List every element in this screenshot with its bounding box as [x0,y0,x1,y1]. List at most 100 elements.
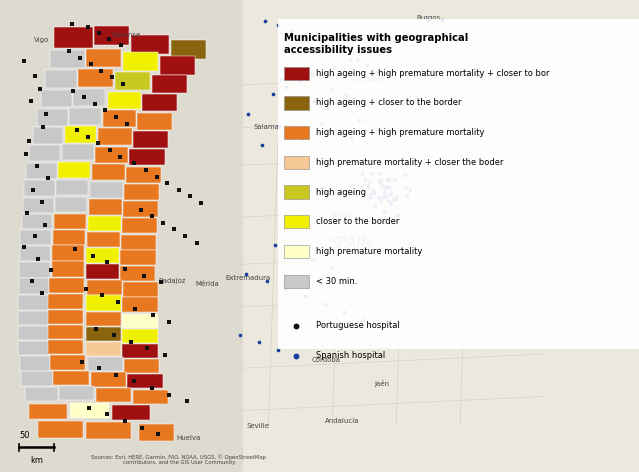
Point [235,331,245,339]
Point [20,150,31,158]
Point [291,322,302,329]
Bar [284,185,309,199]
Bar [50,355,86,370]
Point [151,173,162,180]
Bar [96,388,132,402]
Text: Córdoba: Córdoba [311,357,341,362]
Bar [124,359,160,373]
Bar [284,126,309,139]
Point [384,183,394,191]
Point [297,135,307,143]
Bar [20,230,51,245]
Text: Seville: Seville [247,423,270,429]
Bar [56,179,88,195]
Bar [21,371,53,386]
Bar [38,421,83,438]
Point [36,198,47,206]
Point [309,98,320,105]
Bar [103,110,136,127]
Point [383,183,393,191]
Point [35,85,45,93]
Point [362,181,373,189]
Point [374,195,385,202]
Point [105,146,115,154]
Point [273,346,283,354]
Bar [123,329,157,343]
Text: Sources: Esri, HERE, Garmin, FAO, NOAA, USGS, © OpenStreetMap
contributors, and : Sources: Esri, HERE, Garmin, FAO, NOAA, … [91,454,266,465]
Bar [142,94,178,111]
Bar [121,218,157,233]
Point [181,397,192,405]
Bar [284,215,309,228]
Bar [86,264,119,279]
Point [346,134,357,142]
Bar [49,278,84,293]
Text: high premature mortality + closer the boder: high premature mortality + closer the bo… [316,158,504,167]
Point [36,289,47,296]
Point [169,226,179,233]
Text: high ageing: high ageing [316,187,366,197]
Point [66,20,77,27]
Point [89,100,100,108]
Point [376,180,386,188]
Point [378,188,389,196]
Bar [62,144,94,160]
Point [328,63,339,71]
Bar [20,356,50,371]
Point [387,188,397,195]
Point [378,208,389,216]
Point [82,133,93,141]
Point [109,331,119,339]
Point [364,178,374,185]
Point [111,371,121,379]
Bar [284,67,309,80]
Point [385,201,396,208]
Point [327,85,337,93]
Bar [284,156,309,169]
Bar [133,131,167,148]
Text: < 30 min.: < 30 min. [316,277,358,286]
Point [156,278,166,286]
Bar [171,40,206,59]
Text: high ageing + high premature mortality: high ageing + high premature mortality [316,128,485,137]
Point [330,126,341,134]
Point [33,255,43,262]
Text: Burgos: Burgos [416,15,440,21]
Bar [49,340,83,354]
Point [376,177,386,184]
Bar [91,372,127,387]
Point [113,298,123,306]
Bar [18,311,49,325]
Bar [108,92,141,109]
Point [130,305,141,312]
Bar [109,0,639,472]
Point [268,91,279,98]
Bar [284,275,309,288]
Bar [33,127,63,144]
Point [24,137,34,144]
Bar [92,164,125,180]
Bar [29,404,67,419]
Bar [37,109,68,126]
Bar [19,278,49,294]
Point [367,169,377,177]
Point [291,352,302,360]
Point [100,107,111,114]
Text: Rio Duero: Rio Duero [351,77,385,83]
Bar [89,199,122,214]
Point [41,110,51,118]
Point [120,417,130,425]
Point [262,277,272,285]
Bar [45,70,77,88]
Point [104,35,114,42]
Bar [54,214,86,229]
Point [405,186,415,194]
Bar [115,72,151,90]
Point [423,16,433,24]
Point [75,54,85,61]
Bar [69,108,101,125]
Point [28,186,38,194]
Point [243,110,253,118]
Bar [86,342,121,356]
Point [376,197,386,205]
